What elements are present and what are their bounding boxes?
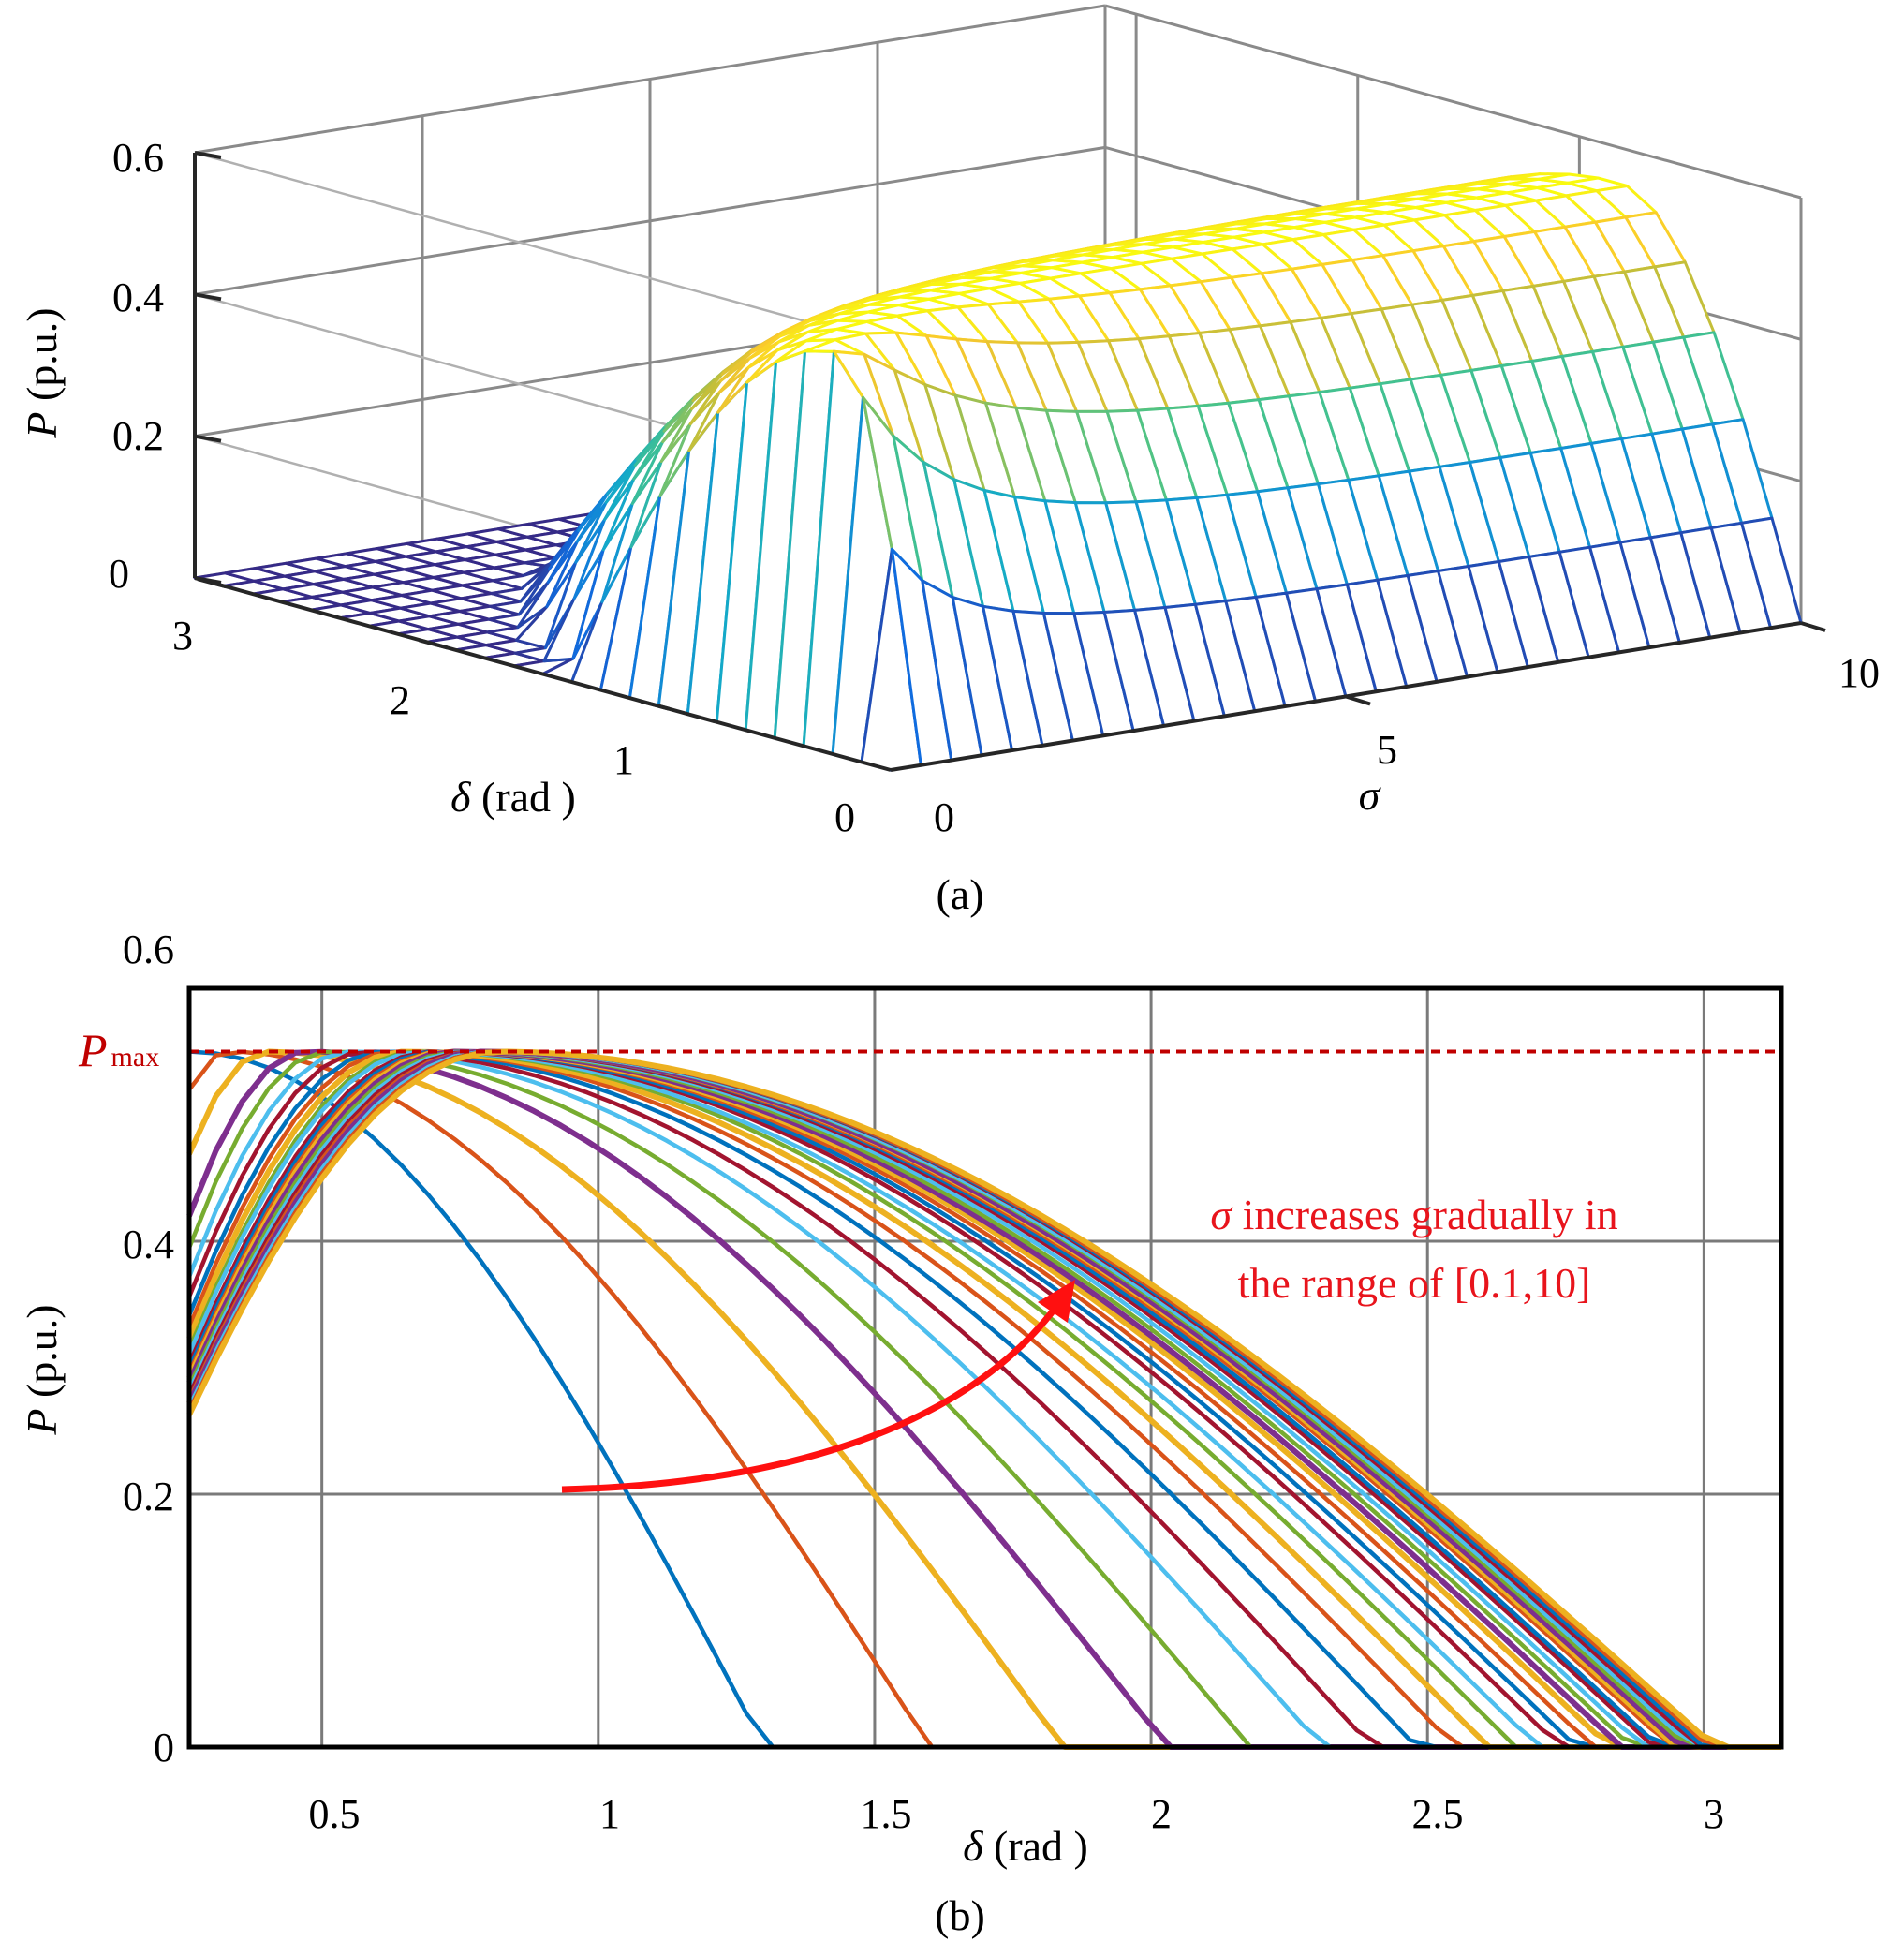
- b-x-tick-3: 3: [1704, 1791, 1724, 1837]
- b-series-lines: [186, 1048, 1781, 1750]
- a-surface-mesh: [193, 172, 1803, 772]
- a-z-tick-0: 0: [109, 551, 129, 597]
- a-delta-tick-1: 1: [613, 737, 634, 783]
- a-leftwall-h-2: [194, 151, 892, 347]
- a-sigma-tickmark-1: [1800, 621, 1826, 632]
- b-pmax-sub: max: [111, 1042, 160, 1073]
- a-z-axis-unit: (p.u.): [18, 307, 66, 411]
- a-z-tickmark-2: [194, 292, 222, 302]
- b-y-tick-0.6: 0.6: [123, 926, 174, 972]
- a-z-ticks: 0 0.2 0.4 0.6: [109, 135, 164, 597]
- b-x-tick-2.5: 2.5: [1412, 1791, 1464, 1837]
- b-x-ticks: 0.5 1 1.5 2 2.5 3: [309, 1791, 1725, 1837]
- a-sigma-axis-label: σ: [1359, 771, 1382, 819]
- panel-a: 0 0.2 0.4 0.6 3 2 1 0 0 5 10 P (p.u.) δ …: [18, 4, 1880, 918]
- b-y-tick-0.2: 0.2: [123, 1474, 174, 1519]
- a-delta-tickmark-1: [419, 638, 449, 650]
- b-x-tick-0.5: 0.5: [309, 1791, 361, 1837]
- b-pmax-symbol: P: [78, 1024, 108, 1076]
- b-y-axis-label: P (p.u.): [18, 1304, 66, 1435]
- a-z-axis-label: P (p.u.): [18, 307, 66, 438]
- a-backwall-h-3: [194, 4, 1106, 155]
- a-z-tick-0.2: 0.2: [112, 413, 164, 459]
- b-annotation-arrowhead: [1038, 1280, 1075, 1323]
- a-z-tickmark-3: [194, 151, 222, 159]
- a-delta-axis-unit: (rad ): [471, 773, 576, 821]
- b-annotation-arrow: [561, 1301, 1061, 1493]
- a-delta-axis: [194, 576, 892, 772]
- a-delta-tick-3: 3: [172, 613, 193, 659]
- b-x-tick-1: 1: [599, 1791, 620, 1837]
- a-delta-ticks: 3 2 1 0: [172, 613, 855, 840]
- a-z-tick-0.4: 0.4: [112, 274, 164, 320]
- a-panel-label: (a): [936, 870, 983, 918]
- a-backwall-h-2: [194, 145, 1106, 296]
- a-z-axis-symbol: P: [18, 412, 66, 439]
- b-panel-label: (b): [935, 1891, 985, 1939]
- b-x-tick-1.5: 1.5: [861, 1791, 912, 1837]
- b-x-axis-label: δ (rad ): [963, 1822, 1088, 1870]
- a-delta-axis-label: δ (rad ): [450, 773, 576, 821]
- b-annotation-symbol: σ: [1210, 1191, 1233, 1238]
- a-axes: [193, 151, 1826, 772]
- a-z-tick-0.6: 0.6: [112, 135, 164, 181]
- b-y-ticks: 0 0.2 0.4 0.6: [123, 926, 174, 1771]
- b-plot-frame: [186, 985, 1784, 1750]
- a-delta-tickmark-0: [640, 699, 670, 711]
- a-delta-axis-symbol: δ: [450, 773, 471, 821]
- b-y-tick-0.4: 0.4: [123, 1222, 174, 1267]
- a-sigma-tick-0: 0: [934, 794, 954, 840]
- a-sigma-tickmark-0: [1345, 694, 1371, 706]
- a-sigma-tick-5: 5: [1377, 727, 1397, 773]
- b-x-axis-unit: (rad ): [983, 1822, 1088, 1870]
- a-sigma-tick-10: 10: [1838, 650, 1880, 696]
- a-sigma-ticks: 0 5 10: [934, 650, 1880, 840]
- b-annotation-text1: increases gradually in: [1232, 1191, 1618, 1238]
- b-y-tick-0: 0: [154, 1725, 174, 1771]
- b-series-σ30: [186, 1048, 1781, 1750]
- a-sidewall-h-2: [1104, 4, 1802, 200]
- a-delta-tickmark-2: [197, 577, 227, 589]
- a-delta-tick-2: 2: [390, 677, 410, 723]
- b-y-axis-unit: (p.u.): [18, 1304, 66, 1408]
- a-z-tickmark-1: [194, 434, 222, 443]
- b-annotation-line2: the range of [0.1,10]: [1238, 1259, 1591, 1307]
- a-delta-tick-0: 0: [834, 794, 855, 840]
- b-annotation-line1: σ increases gradually in: [1210, 1191, 1617, 1238]
- b-x-axis-symbol: δ: [963, 1822, 983, 1870]
- b-x-tick-2: 2: [1151, 1791, 1172, 1837]
- b-gridlines: [189, 988, 1781, 1747]
- b-y-axis-symbol: P: [18, 1409, 66, 1436]
